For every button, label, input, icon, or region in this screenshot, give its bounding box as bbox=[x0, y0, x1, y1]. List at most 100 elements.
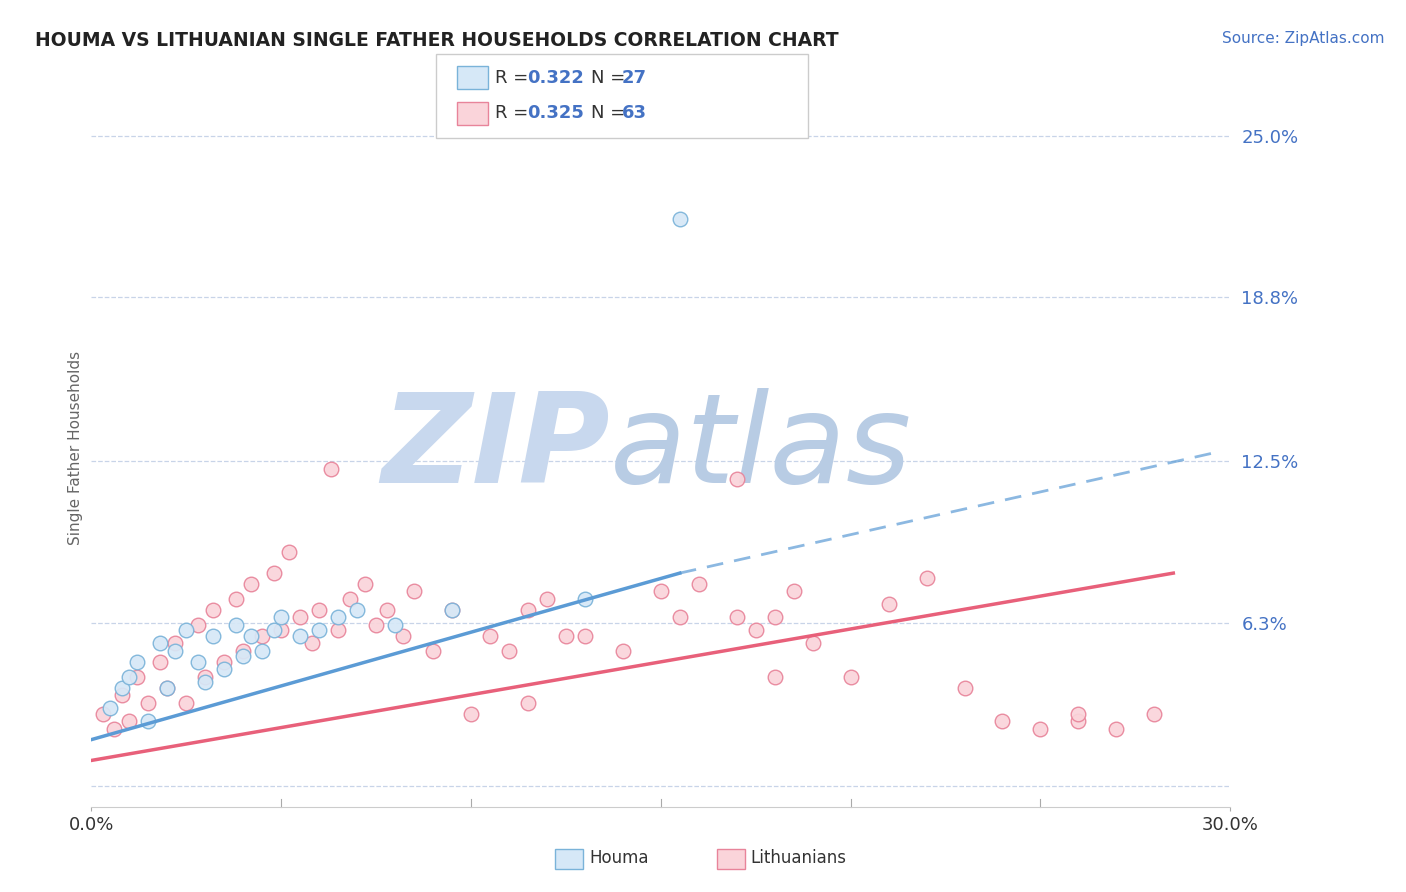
Point bbox=[377, 602, 399, 616]
Text: N =: N = bbox=[591, 69, 630, 87]
Point bbox=[877, 598, 900, 612]
Text: Houma: Houma bbox=[589, 849, 648, 867]
Point bbox=[391, 628, 413, 642]
Text: Lithuanians: Lithuanians bbox=[751, 849, 846, 867]
Point bbox=[688, 576, 710, 591]
Point bbox=[225, 618, 247, 632]
Point bbox=[138, 696, 160, 710]
Point bbox=[745, 624, 768, 638]
Point bbox=[290, 628, 312, 642]
Point bbox=[270, 624, 292, 638]
Point bbox=[763, 610, 786, 624]
Text: Source: ZipAtlas.com: Source: ZipAtlas.com bbox=[1222, 31, 1385, 46]
Point bbox=[111, 689, 134, 703]
Text: HOUMA VS LITHUANIAN SINGLE FATHER HOUSEHOLDS CORRELATION CHART: HOUMA VS LITHUANIAN SINGLE FATHER HOUSEH… bbox=[35, 31, 839, 50]
Point bbox=[346, 602, 368, 616]
Point bbox=[915, 571, 938, 585]
Point bbox=[339, 592, 361, 607]
Point bbox=[201, 628, 224, 642]
Text: R =: R = bbox=[495, 104, 534, 122]
Point bbox=[263, 566, 285, 581]
Point bbox=[239, 576, 262, 591]
Point bbox=[1067, 714, 1090, 729]
Point bbox=[250, 644, 273, 658]
Point bbox=[498, 644, 520, 658]
Text: 0.325: 0.325 bbox=[527, 104, 583, 122]
Point bbox=[163, 636, 186, 650]
Point bbox=[149, 636, 172, 650]
Point bbox=[517, 602, 540, 616]
Point bbox=[277, 545, 299, 559]
Point bbox=[225, 592, 247, 607]
Point bbox=[308, 602, 330, 616]
Point bbox=[91, 706, 114, 721]
Point bbox=[612, 644, 634, 658]
Point bbox=[478, 628, 501, 642]
Point bbox=[201, 602, 224, 616]
Point bbox=[763, 670, 786, 684]
Point bbox=[187, 655, 209, 669]
Point bbox=[118, 714, 141, 729]
Text: 63: 63 bbox=[621, 104, 647, 122]
Point bbox=[156, 681, 179, 695]
Point bbox=[270, 610, 292, 624]
Point bbox=[290, 610, 312, 624]
Point bbox=[991, 714, 1014, 729]
Point bbox=[103, 723, 125, 737]
Point bbox=[574, 628, 596, 642]
Point bbox=[174, 696, 197, 710]
Point bbox=[404, 584, 426, 599]
Point bbox=[1105, 723, 1128, 737]
Point bbox=[125, 670, 148, 684]
Text: ZIP: ZIP bbox=[381, 388, 610, 508]
Point bbox=[214, 662, 236, 676]
Point bbox=[138, 714, 160, 729]
Point bbox=[187, 618, 209, 632]
Point bbox=[118, 670, 141, 684]
Text: 0.322: 0.322 bbox=[527, 69, 583, 87]
Point bbox=[156, 681, 179, 695]
Point bbox=[326, 610, 349, 624]
Point bbox=[194, 675, 217, 690]
Point bbox=[517, 696, 540, 710]
Point bbox=[669, 212, 692, 227]
Point bbox=[441, 602, 464, 616]
Point bbox=[326, 624, 349, 638]
Point bbox=[554, 628, 576, 642]
Text: atlas: atlas bbox=[610, 388, 911, 508]
Point bbox=[1067, 706, 1090, 721]
Point bbox=[214, 655, 236, 669]
Point bbox=[232, 649, 254, 664]
Point bbox=[250, 628, 273, 642]
Point bbox=[725, 473, 748, 487]
Point bbox=[263, 624, 285, 638]
Point bbox=[460, 706, 482, 721]
Point bbox=[163, 644, 186, 658]
Point bbox=[194, 670, 217, 684]
Point bbox=[353, 576, 375, 591]
Point bbox=[669, 610, 692, 624]
Point bbox=[650, 584, 672, 599]
Point bbox=[125, 655, 148, 669]
Point bbox=[725, 610, 748, 624]
Point bbox=[953, 681, 976, 695]
Text: R =: R = bbox=[495, 69, 534, 87]
Point bbox=[301, 636, 323, 650]
Y-axis label: Single Father Households: Single Father Households bbox=[67, 351, 83, 545]
Point bbox=[782, 584, 804, 599]
Point bbox=[364, 618, 387, 632]
Point bbox=[319, 462, 342, 476]
Point bbox=[239, 628, 262, 642]
Point bbox=[98, 701, 121, 715]
Point bbox=[422, 644, 444, 658]
Point bbox=[384, 618, 406, 632]
Point bbox=[111, 681, 134, 695]
Point bbox=[232, 644, 254, 658]
Point bbox=[574, 592, 596, 607]
Text: N =: N = bbox=[591, 104, 630, 122]
Point bbox=[441, 602, 464, 616]
Point bbox=[1029, 723, 1052, 737]
Point bbox=[149, 655, 172, 669]
Point bbox=[174, 624, 197, 638]
Point bbox=[1143, 706, 1166, 721]
